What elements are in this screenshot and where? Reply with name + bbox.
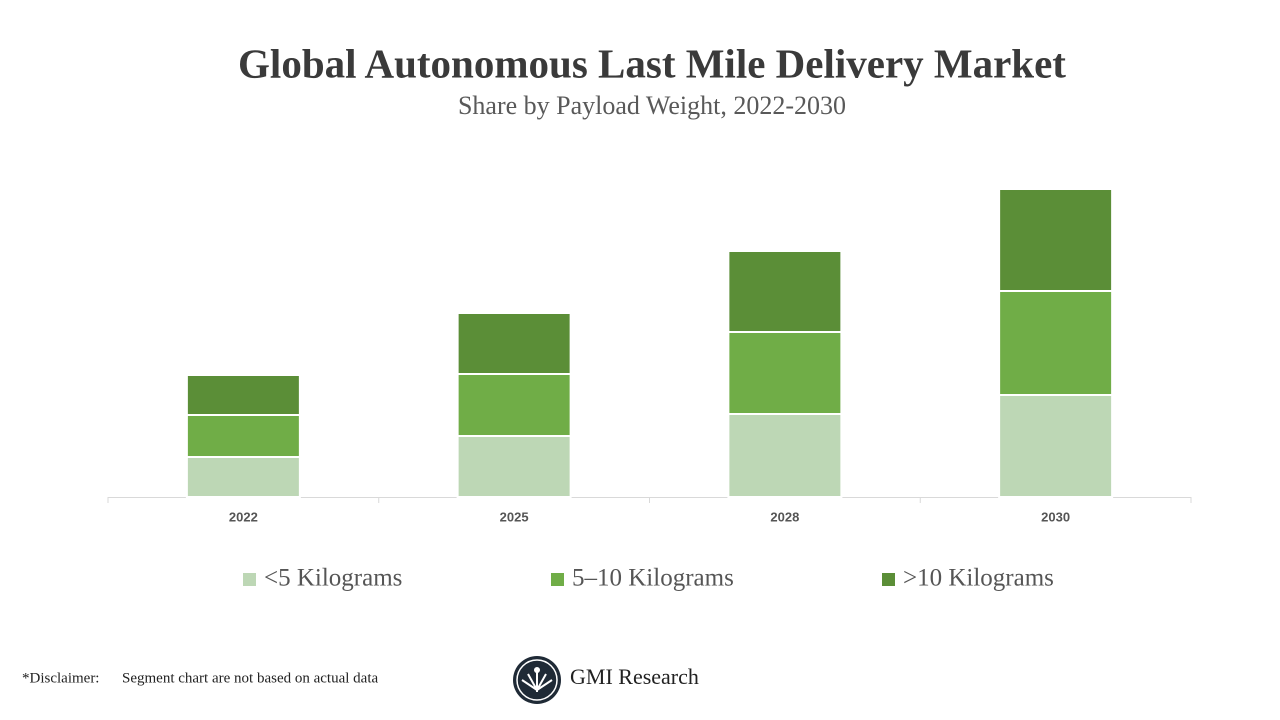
bar-segment (727, 331, 843, 415)
legend-swatch (551, 573, 564, 586)
bar-segment (998, 188, 1114, 292)
disclaimer-label: *Disclaimer: (22, 670, 99, 686)
bar-segment (456, 312, 572, 375)
x-tick-label: 2022 (229, 509, 258, 524)
x-tick-label: 2028 (770, 509, 799, 524)
chart-subtitle: Share by Payload Weight, 2022-2030 (458, 91, 846, 120)
bar-segment (998, 290, 1114, 396)
chart-title: Global Autonomous Last Mile Delivery Mar… (238, 40, 1066, 86)
legend-label: >10 Kilograms (903, 565, 1054, 592)
bar-segment (998, 394, 1114, 498)
x-tick-label: 2030 (1041, 509, 1070, 524)
disclaimer-text: Segment chart are not based on actual da… (122, 670, 378, 686)
bar-segment (727, 413, 843, 498)
legend-label: 5–10 Kilograms (572, 565, 734, 592)
bar-segment (456, 435, 572, 498)
bar-segment (727, 250, 843, 333)
legend-swatch (243, 573, 256, 586)
bar-segment (185, 456, 301, 498)
brand-logo (513, 656, 561, 704)
brand-name: GMI Research (570, 664, 699, 689)
legend-swatch (882, 573, 895, 586)
legend-label: <5 Kilograms (264, 565, 402, 592)
bar-segment (185, 414, 301, 458)
bar-segment (185, 374, 301, 416)
x-tick-label: 2025 (500, 509, 529, 524)
bar-segment (456, 373, 572, 437)
